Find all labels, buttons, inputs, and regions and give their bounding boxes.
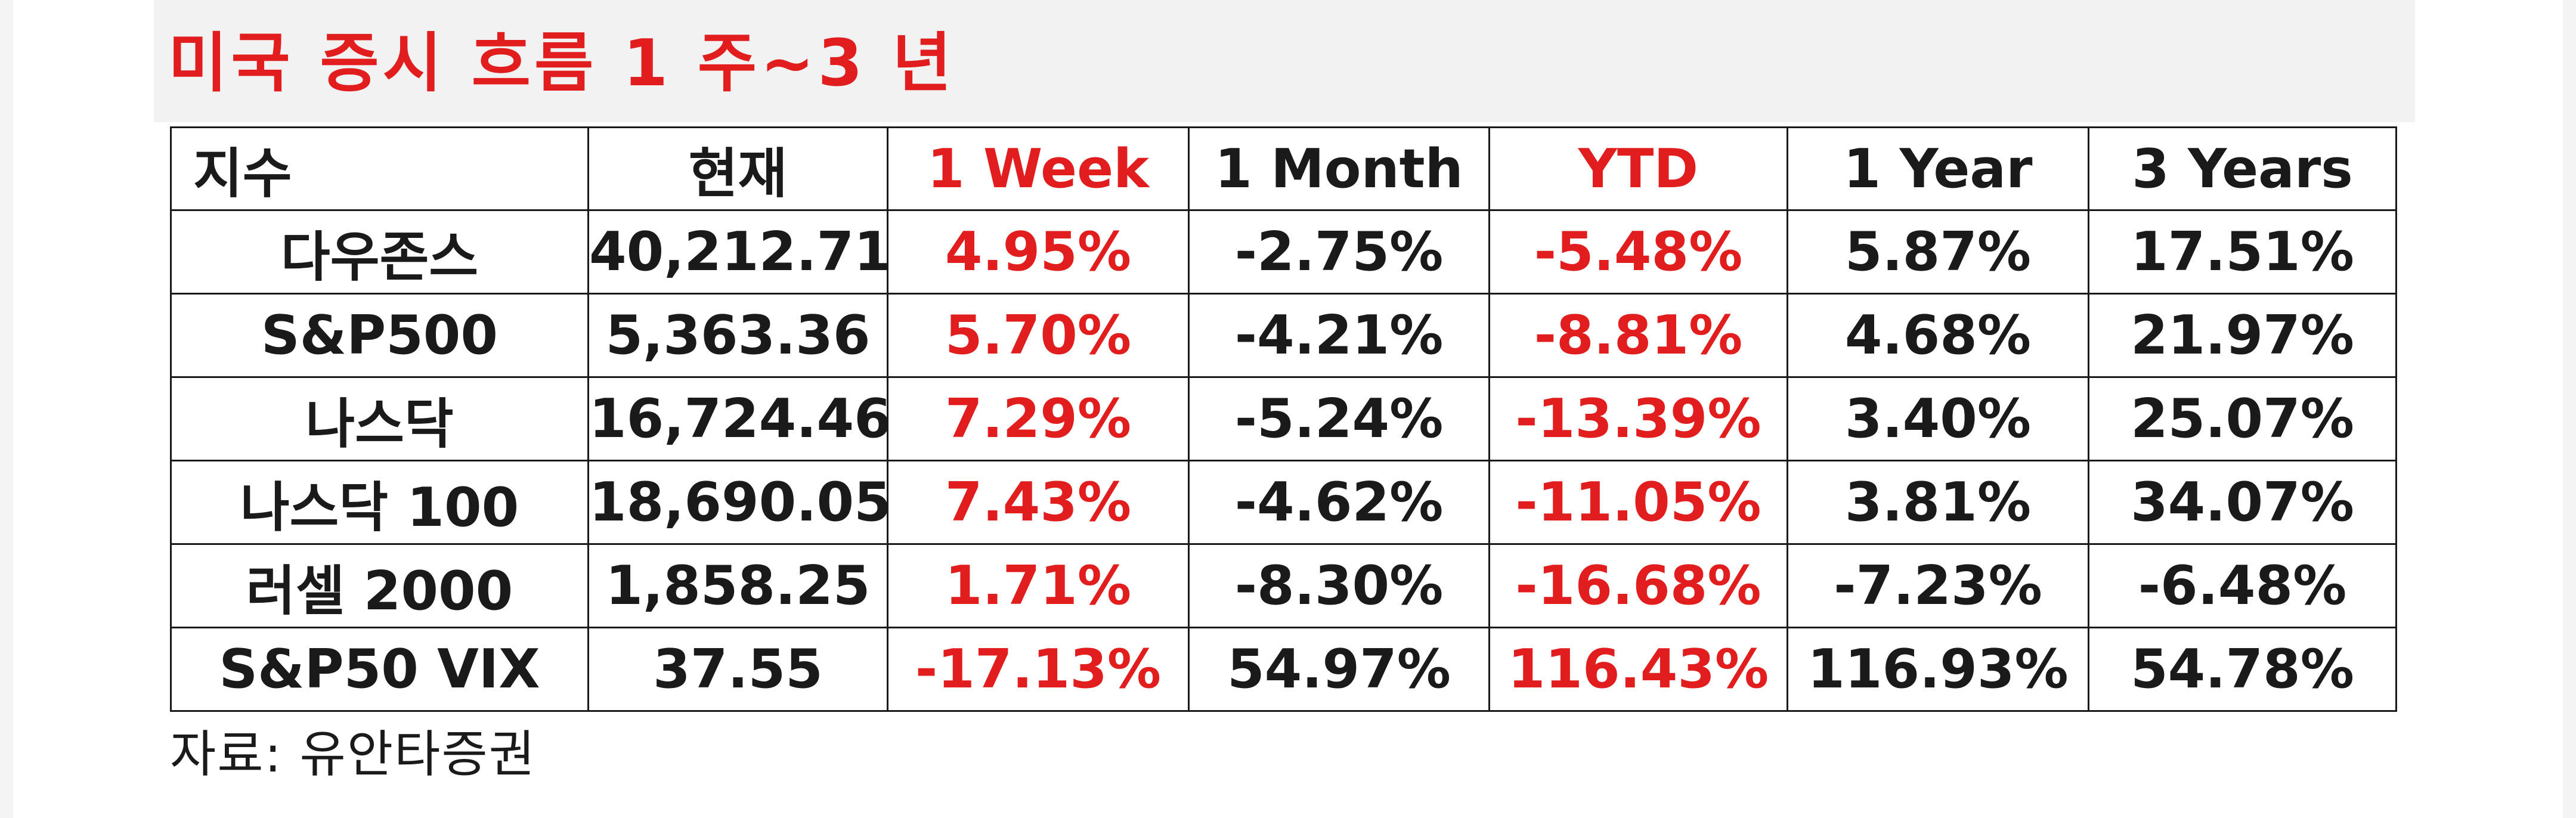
cell-current: 5,363.36 <box>587 293 888 378</box>
cell-1-year: 3.81% <box>1787 460 2089 545</box>
cell-index-name: S&P500 <box>170 293 589 378</box>
table-row: S&P50 VIX 37.55 -17.13% 54.97% 116.43% 1… <box>170 627 2397 712</box>
cell-1-week: 5.70% <box>887 293 1190 378</box>
cell-1-month: 54.97% <box>1188 627 1490 712</box>
cell-1-year: -7.23% <box>1787 543 2089 628</box>
cell-index-name: 나스닥 <box>170 376 589 461</box>
cell-1-month: -5.24% <box>1188 376 1490 461</box>
cell-current: 37.55 <box>587 627 888 712</box>
cell-ytd: -11.05% <box>1488 460 1788 545</box>
cell-1-month: -2.75% <box>1188 209 1490 295</box>
cell-current: 1,858.25 <box>587 543 888 628</box>
table-row: 러셀 2000 1,858.25 1.71% -8.30% -16.68% -7… <box>170 543 2397 628</box>
cell-1-week: 1.71% <box>887 543 1190 628</box>
cell-3-years: 54.78% <box>2088 627 2397 712</box>
cell-1-month: -4.62% <box>1188 460 1490 545</box>
header-1-week: 1 Week <box>887 126 1190 211</box>
cell-3-years: 21.97% <box>2088 293 2397 378</box>
header-1-month: 1 Month <box>1188 126 1490 211</box>
cell-3-years: 25.07% <box>2088 376 2397 461</box>
table-header-row: 지수 현재 1 Week 1 Month YTD 1 Year 3 Years <box>170 126 2397 211</box>
cell-index-name: 나스닥 100 <box>170 460 589 545</box>
page-title: 미국 증시 흐름 1 주~3 년 <box>168 26 955 101</box>
table-row: S&P500 5,363.36 5.70% -4.21% -8.81% 4.68… <box>170 293 2397 378</box>
cell-1-year: 116.93% <box>1787 627 2089 712</box>
table-row: 다우존스 40,212.71 4.95% -2.75% -5.48% 5.87%… <box>170 209 2397 295</box>
cell-current: 16,724.46 <box>587 376 888 461</box>
cell-1-week: -17.13% <box>887 627 1190 712</box>
cell-1-month: -4.21% <box>1188 293 1490 378</box>
cell-3-years: 34.07% <box>2088 460 2397 545</box>
cell-1-week: 7.43% <box>887 460 1190 545</box>
cell-index-name: 러셀 2000 <box>170 543 589 628</box>
cell-ytd: -5.48% <box>1488 209 1788 295</box>
cell-index-name: S&P50 VIX <box>170 627 589 712</box>
header-1-year: 1 Year <box>1787 126 2089 211</box>
source-note: 자료: 유안타증권 <box>170 725 536 783</box>
cell-ytd: -13.39% <box>1488 376 1788 461</box>
table-row: 나스닥 100 18,690.05 7.43% -4.62% -11.05% 3… <box>170 460 2397 545</box>
cell-current: 18,690.05 <box>587 460 888 545</box>
index-performance-table: 지수 현재 1 Week 1 Month YTD 1 Year 3 Years … <box>170 126 2397 712</box>
cell-1-year: 3.40% <box>1787 376 2089 461</box>
cell-ytd: -8.81% <box>1488 293 1788 378</box>
cell-1-month: -8.30% <box>1188 543 1490 628</box>
header-index: 지수 <box>170 126 589 211</box>
cell-current: 40,212.71 <box>587 209 888 295</box>
cell-3-years: -6.48% <box>2088 543 2397 628</box>
cell-3-years: 17.51% <box>2088 209 2397 295</box>
cell-index-name: 다우존스 <box>170 209 589 295</box>
table-row: 나스닥 16,724.46 7.29% -5.24% -13.39% 3.40%… <box>170 376 2397 461</box>
cell-ytd: 116.43% <box>1488 627 1788 712</box>
title-band <box>154 0 2415 122</box>
header-ytd: YTD <box>1488 126 1788 211</box>
cell-1-year: 4.68% <box>1787 293 2089 378</box>
cell-1-week: 7.29% <box>887 376 1190 461</box>
header-3-years: 3 Years <box>2088 126 2397 211</box>
cell-1-week: 4.95% <box>887 209 1190 295</box>
header-current: 현재 <box>587 126 888 211</box>
cell-1-year: 5.87% <box>1787 209 2089 295</box>
cell-ytd: -16.68% <box>1488 543 1788 628</box>
